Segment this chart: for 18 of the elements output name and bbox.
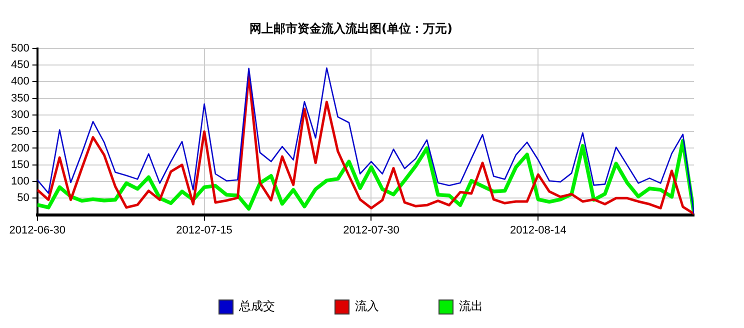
y-tick-label: 200 (10, 142, 30, 154)
x-tick-label: 2012-07-30 (343, 224, 400, 236)
y-tick-label: 500 (10, 42, 30, 54)
y-tick-label: 100 (10, 176, 30, 188)
legend-label: 流入 (355, 299, 379, 314)
x-tick-label: 2012-08-14 (510, 224, 566, 236)
y-tick-label: 300 (10, 108, 30, 121)
y-tick-label: 350 (10, 92, 30, 104)
x-tick-label: 2012-07-15 (176, 224, 232, 236)
legend-label: 总成交 (238, 299, 275, 314)
y-tick-label: 150 (10, 158, 30, 171)
y-tick-label: 400 (10, 76, 30, 88)
y-tick-label: 250 (10, 126, 30, 138)
chart-title: 网上邮市资金流入流出图(单位：万元) (250, 21, 452, 36)
legend-label: 流出 (459, 299, 483, 314)
x-tick-label: 2012-06-30 (9, 224, 66, 236)
y-tick-label: 450 (10, 59, 30, 72)
y-tick-label: 50 (17, 192, 30, 204)
